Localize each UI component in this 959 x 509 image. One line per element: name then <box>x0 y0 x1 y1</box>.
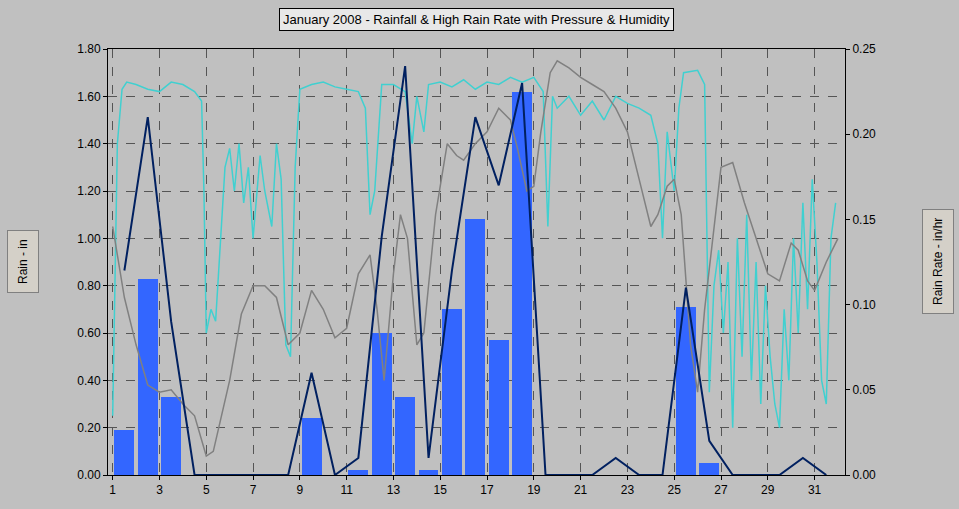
svg-text:0.00: 0.00 <box>852 468 876 482</box>
svg-text:17: 17 <box>480 483 494 497</box>
svg-text:29: 29 <box>761 483 775 497</box>
svg-text:0.00: 0.00 <box>77 468 101 482</box>
svg-text:9: 9 <box>297 483 304 497</box>
svg-text:25: 25 <box>668 483 682 497</box>
svg-text:11: 11 <box>340 483 353 497</box>
svg-text:Rain Rate - in/hr: Rain Rate - in/hr <box>931 218 945 305</box>
svg-text:19: 19 <box>527 483 541 497</box>
svg-text:January 2008 - Rainfall & High: January 2008 - Rainfall & High Rain Rate… <box>283 12 670 27</box>
svg-text:31: 31 <box>808 483 822 497</box>
svg-text:5: 5 <box>203 483 210 497</box>
svg-text:3: 3 <box>156 483 163 497</box>
svg-text:0.05: 0.05 <box>852 383 876 397</box>
svg-text:0.40: 0.40 <box>77 374 101 388</box>
svg-text:0.20: 0.20 <box>852 127 876 141</box>
svg-text:0.60: 0.60 <box>77 326 101 340</box>
svg-text:7: 7 <box>250 483 257 497</box>
svg-text:0.10: 0.10 <box>852 298 876 312</box>
svg-text:1.60: 1.60 <box>77 90 101 104</box>
svg-text:1: 1 <box>109 483 116 497</box>
svg-text:Rain - in: Rain - in <box>16 239 30 284</box>
svg-text:1.00: 1.00 <box>77 232 101 246</box>
svg-text:27: 27 <box>714 483 728 497</box>
svg-text:13: 13 <box>387 483 401 497</box>
svg-text:0.20: 0.20 <box>77 421 101 435</box>
svg-text:0.25: 0.25 <box>852 42 876 56</box>
svg-text:0.15: 0.15 <box>852 213 876 227</box>
svg-text:21: 21 <box>574 483 588 497</box>
svg-text:15: 15 <box>434 483 448 497</box>
svg-text:1.40: 1.40 <box>77 137 101 151</box>
svg-text:23: 23 <box>621 483 635 497</box>
svg-text:0.80: 0.80 <box>77 279 101 293</box>
svg-text:1.20: 1.20 <box>77 184 101 198</box>
svg-text:1.80: 1.80 <box>77 42 101 56</box>
